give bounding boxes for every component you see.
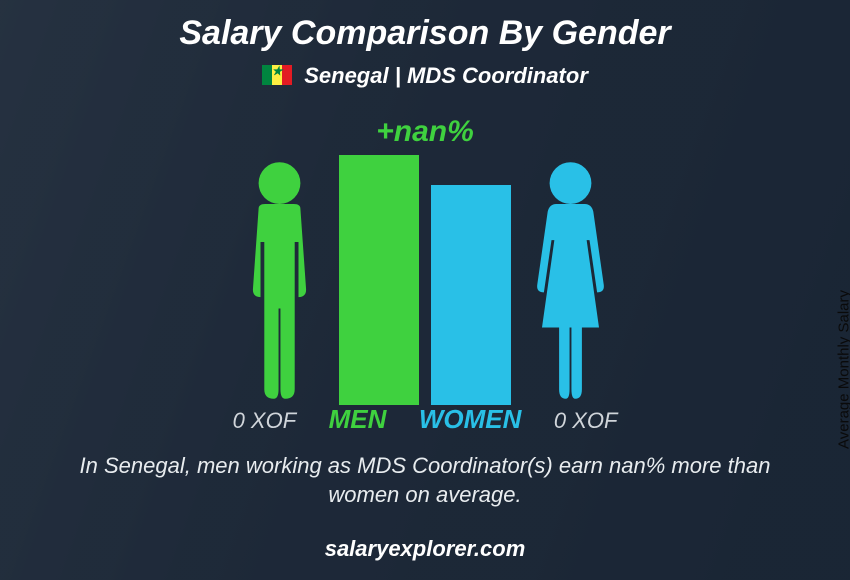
- separator: |: [395, 63, 401, 88]
- country-label: Senegal: [304, 63, 388, 88]
- women-salary-value: 0 XOF: [554, 408, 618, 434]
- subtitle: ★ Senegal | MDS Coordinator: [0, 63, 850, 89]
- men-bar: [339, 155, 419, 405]
- footer-source: salaryexplorer.com: [0, 536, 850, 562]
- bars-container: [232, 155, 618, 405]
- y-axis-label: Average Monthly Salary: [836, 290, 850, 449]
- chart-area: +nan% 0 XOF MEN WOMEN 0 XOF: [0, 115, 850, 435]
- female-person-icon: [523, 155, 618, 405]
- page-title: Salary Comparison By Gender: [0, 0, 850, 53]
- caption-text: In Senegal, men working as MDS Coordinat…: [50, 451, 800, 510]
- label-row: 0 XOF MEN WOMEN 0 XOF: [0, 404, 850, 435]
- women-bar: [431, 185, 511, 405]
- women-label: WOMEN: [419, 404, 522, 435]
- role-label: MDS Coordinator: [407, 63, 588, 88]
- senegal-flag-icon: ★: [262, 65, 292, 85]
- men-label: MEN: [329, 404, 387, 435]
- male-person-icon: [232, 155, 327, 405]
- men-salary-value: 0 XOF: [233, 408, 297, 434]
- difference-label: +nan%: [0, 115, 850, 149]
